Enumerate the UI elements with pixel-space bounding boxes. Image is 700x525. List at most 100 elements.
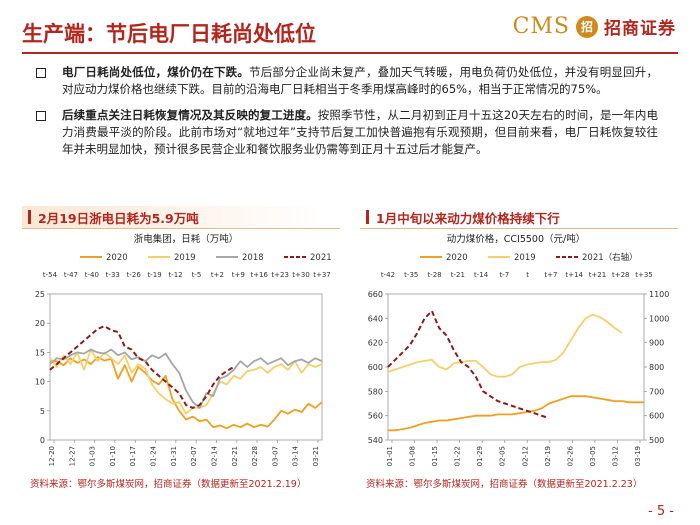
series-line-2018 [49, 348, 323, 409]
y-right-tick-label: 700 [649, 387, 664, 396]
x-tick-label: 01-22 [454, 446, 462, 466]
logo-mark-icon: 招 [576, 15, 598, 38]
y-tick-label: 15 [35, 348, 45, 357]
x-tick-label: 03-07 [271, 446, 279, 466]
bullet-item-2: 后续重点关注日耗恢复情况及其反映的复工进度。按照季节性，从二月初到正月十五这20… [36, 107, 658, 158]
x-tick-label: 02-26 [566, 445, 574, 466]
top-tick-label: t+16 [250, 271, 268, 279]
left-panel-header: 2月19日浙电日耗为5.9万吨 [22, 206, 322, 228]
y-tick-label: 10 [35, 378, 45, 387]
bullet-2-heading: 后续重点关注日耗恢复情况及其反映的复工进度。 [62, 108, 318, 122]
top-tick-label: t [526, 271, 529, 279]
top-tick-label: t-33 [106, 271, 120, 279]
top-tick-label: t+2 [211, 271, 224, 279]
x-tick-label: 01-01 [386, 446, 394, 466]
top-tick-label: t+14 [565, 271, 583, 279]
right-panel-header: 1月中旬以来动力煤价格持续下行 [360, 206, 678, 228]
series-line-2021 [387, 310, 550, 420]
panel-accent-bar [366, 210, 369, 224]
y-right-tick-label: 900 [649, 339, 664, 348]
top-tick-label: t-40 [85, 271, 99, 279]
title-divider [22, 52, 678, 54]
y-right-tick-label: 800 [649, 363, 664, 372]
bullet-item-1: 电厂日耗尚处低位，煤价仍在下跌。节后部分企业尚未复产，叠加天气转暖，用电负荷仍处… [36, 64, 658, 98]
top-tick-label: t-26 [127, 271, 142, 279]
y-tick-label: 600 [368, 363, 383, 372]
bullet-list: 电厂日耗尚处低位，煤价仍在下跌。节后部分企业尚未复产，叠加天气转暖，用电负荷仍处… [36, 64, 658, 167]
x-tick-label: 01-08 [409, 446, 417, 466]
brand-logo: CMS 招 招商证券 [513, 14, 676, 39]
legend-label-0: 2020 [446, 253, 468, 263]
x-tick-label: 02-12 [521, 446, 529, 466]
y-tick-label: 640 [368, 314, 383, 323]
top-tick-label: t+23 [271, 271, 289, 279]
plot-frame [49, 293, 323, 441]
x-tick-label: 01-29 [476, 446, 484, 466]
bullet-1-heading: 电厂日耗尚处低位，煤价仍在下跌。 [62, 65, 250, 79]
x-tick-label: 02-21 [231, 446, 239, 466]
y-tick-label: 5 [40, 407, 45, 416]
page-title: 生产端：节后电厂日耗尚处低位 [22, 22, 316, 46]
series-line-2021 [49, 325, 235, 409]
y-tick-label: 620 [368, 339, 383, 348]
right-panel-title: 1月中旬以来动力煤价格持续下行 [376, 210, 560, 226]
top-tick-label: t-14 [474, 271, 489, 279]
x-tick-label: 01-10 [109, 446, 117, 466]
legend-label-3: 2021 [310, 253, 332, 263]
top-tick-label: t-28 [427, 271, 441, 279]
top-tick-label: t-42 [381, 271, 395, 279]
right-panel-divider [360, 228, 678, 229]
right-chart-source: 资料来源：鄂尔多斯煤炭网，招商证券（数据更新至2021.2.23） [366, 479, 643, 490]
x-tick-label: 03-12 [611, 446, 619, 466]
x-tick-label: 03-05 [589, 446, 597, 466]
y-right-tick-label: 500 [649, 436, 664, 445]
top-tick-label: t+28 [612, 271, 630, 279]
top-tick-label: t-21 [451, 271, 465, 279]
legend-label-2: 2021（右轴） [582, 252, 638, 263]
y-right-tick-label: 1000 [649, 314, 669, 323]
x-tick-label: 01-17 [129, 446, 137, 466]
x-tick-label: 01-03 [89, 446, 97, 466]
x-tick-label: 02-28 [251, 446, 259, 466]
y-tick-label: 540 [368, 436, 383, 445]
x-tick-label: 01-31 [170, 446, 178, 466]
top-tick-label: t-35 [404, 271, 418, 279]
left-chart-source: 资料来源：鄂尔多斯煤炭网，招商证券（数据更新至2021.2.19） [30, 479, 307, 490]
x-tick-label: 02-07 [190, 446, 198, 466]
x-tick-label: 01-15 [431, 446, 439, 466]
x-tick-label: 02-05 [499, 446, 507, 466]
top-tick-label: t-19 [148, 271, 162, 279]
legend-label-2: 2018 [242, 253, 264, 263]
daily-consumption-chart: 浙电集团，日耗（万吨） 2020 2019 2018 2021 t-54 t-47 t-40 t… [35, 233, 332, 466]
chart-title: 浙电集团，日耗（万吨） [134, 233, 239, 245]
top-tick-label: t+9 [232, 271, 245, 279]
y-tick-label: 20 [35, 319, 45, 328]
series-line-2019 [49, 348, 323, 415]
x-tick-label: 03-21 [312, 446, 320, 466]
top-tick-label: t+30 [292, 271, 310, 279]
x-tick-label: 03-14 [292, 445, 300, 466]
legend-label-1: 2019 [174, 253, 196, 263]
x-tick-label: 03-19 [634, 446, 642, 466]
y-tick-label: 0 [40, 436, 45, 445]
x-tick-label: 02-19 [544, 446, 552, 466]
logo-cms-text: CMS [512, 14, 570, 39]
top-tick-label: t-54 [43, 271, 58, 279]
x-tick-label: 12-27 [68, 446, 76, 466]
left-panel-title: 2月19日浙电日耗为5.9万吨 [38, 210, 199, 226]
legend-label-1: 2019 [514, 253, 536, 263]
y-tick-label: 25 [35, 290, 45, 299]
series-line-2020 [388, 395, 644, 432]
x-tick-label: 12-20 [48, 446, 56, 466]
y-right-tick-label: 1100 [649, 290, 669, 299]
x-tick-label: 01-24 [150, 445, 158, 466]
checkbox-square-icon [36, 111, 46, 121]
top-tick-label: t-5 [192, 271, 202, 279]
y-tick-label: 660 [368, 290, 383, 299]
logo-company-name: 招商证券 [604, 19, 676, 39]
top-tick-label: t-47 [64, 271, 78, 279]
top-tick-label: t-7 [499, 271, 509, 279]
panel-accent-bar [28, 210, 31, 224]
series-line-2020 [50, 356, 323, 430]
top-tick-label: t+7 [544, 271, 557, 279]
